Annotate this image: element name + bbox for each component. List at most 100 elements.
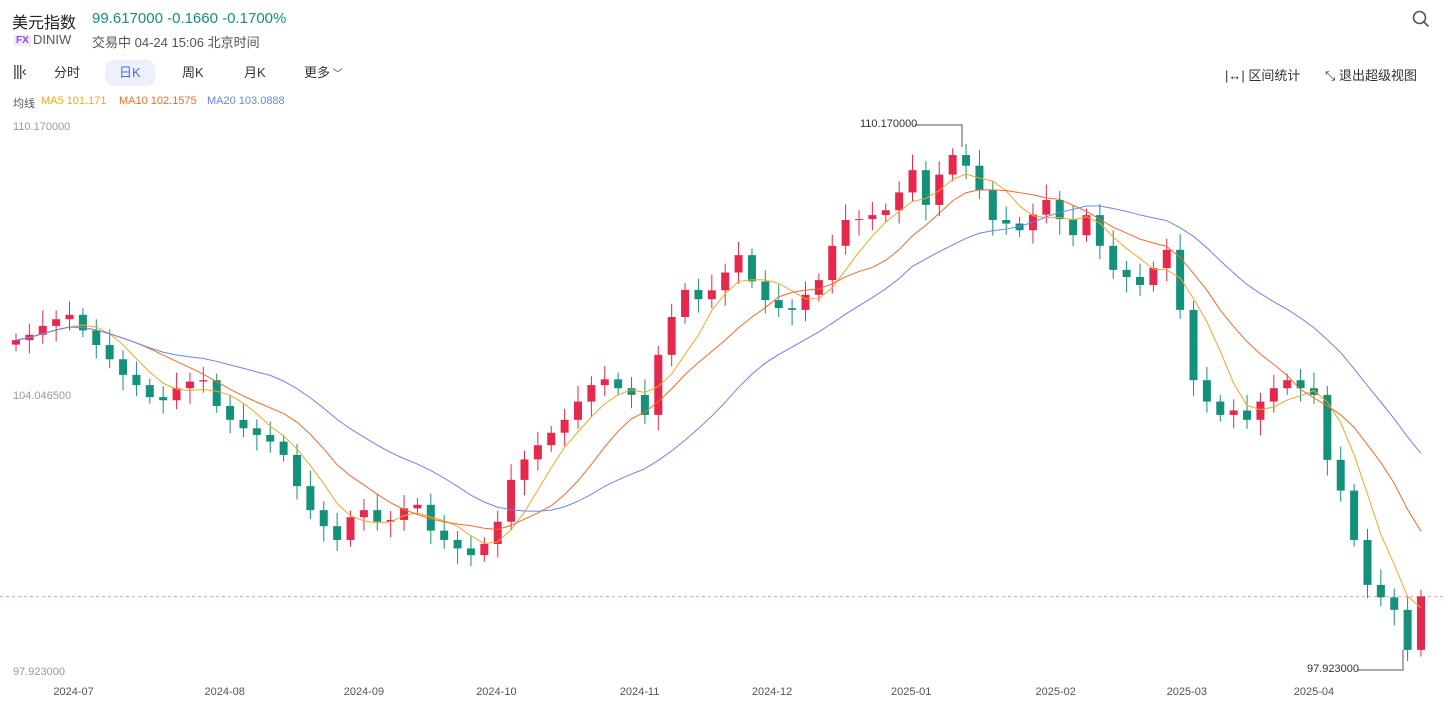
candle-body xyxy=(293,454,301,487)
change-pct: -0.1700% xyxy=(222,10,287,27)
exit-view-label: 退出超级视图 xyxy=(1339,68,1418,83)
candle-body xyxy=(1403,609,1412,650)
candle-body xyxy=(400,508,409,520)
candle-body xyxy=(440,530,449,540)
candle-body xyxy=(507,479,516,522)
candle-body xyxy=(1256,401,1265,420)
candle-body xyxy=(988,190,997,221)
candle-body xyxy=(266,434,275,442)
candle-body xyxy=(868,215,877,220)
candle-body xyxy=(1109,245,1118,270)
candle-body xyxy=(921,170,930,205)
price: 99.617000 xyxy=(92,10,163,27)
market-badge: FX xyxy=(14,35,31,46)
tab-daily[interactable]: 日K xyxy=(105,60,155,86)
x-tick-label: 2024-09 xyxy=(343,686,385,698)
candle-body xyxy=(92,330,101,346)
candle-body xyxy=(1350,490,1359,540)
candle-body xyxy=(1309,388,1318,395)
candle-body xyxy=(694,289,703,300)
candle-body xyxy=(520,459,529,480)
ma-label: 均线 xyxy=(13,98,35,110)
candle-body xyxy=(1069,219,1078,236)
candle-body xyxy=(1055,199,1064,220)
candle-body xyxy=(239,419,248,429)
candle-body xyxy=(721,272,730,291)
candle-body xyxy=(172,388,181,401)
change: -0.1660 xyxy=(167,10,218,27)
candle-body xyxy=(480,543,489,556)
ma5-line xyxy=(15,173,1422,609)
candle-body xyxy=(1390,597,1399,610)
candle-body xyxy=(1336,459,1345,491)
candle-body xyxy=(747,255,756,282)
candle-body xyxy=(38,325,47,335)
candle-body xyxy=(547,432,556,446)
candle-body xyxy=(145,385,154,398)
search-icon[interactable] xyxy=(1412,10,1430,28)
candle-body xyxy=(78,314,87,331)
tab-more[interactable]: 更多 ﹀ xyxy=(290,60,357,86)
candle-body xyxy=(614,379,623,389)
tab-more-label: 更多 xyxy=(304,65,331,80)
candle-body xyxy=(908,170,917,193)
candle-body xyxy=(1149,268,1158,285)
candle-body xyxy=(667,317,676,355)
candle-body xyxy=(65,314,74,320)
candle-body xyxy=(252,428,261,435)
candle-body xyxy=(1162,249,1171,269)
candle-body xyxy=(386,519,395,522)
exit-super-view-button[interactable]: ⤡ 退出超级视图 xyxy=(1325,65,1417,84)
candle-body xyxy=(1363,539,1372,585)
candle-body xyxy=(279,441,288,455)
candle-body xyxy=(466,548,475,556)
x-tick-label: 2024-08 xyxy=(204,686,245,698)
candle-body xyxy=(814,280,823,295)
candle-body xyxy=(306,486,315,511)
candle-body xyxy=(1122,269,1131,277)
max-marker-line xyxy=(915,124,963,147)
candle-body xyxy=(1376,584,1385,598)
candle-body xyxy=(1002,220,1011,224)
collapse-sidebar-icon[interactable]: |||‹ xyxy=(13,63,27,80)
candle-body xyxy=(881,210,890,216)
candle-body xyxy=(654,354,663,415)
min-price-label: 97.923000 xyxy=(1307,663,1359,675)
candle-body xyxy=(1283,380,1292,389)
candle-body xyxy=(346,517,355,540)
x-tick-label: 2025-04 xyxy=(1293,686,1335,698)
candle-body xyxy=(774,300,783,309)
candle-body xyxy=(627,388,636,395)
y-tick-label: 110.170000 xyxy=(13,121,71,133)
ma20-line xyxy=(15,205,1422,512)
candle-body xyxy=(1296,380,1305,389)
candle-body xyxy=(359,510,368,518)
candle-body xyxy=(185,381,194,389)
candle-body xyxy=(212,380,221,407)
candle-body xyxy=(105,345,114,360)
candle-body xyxy=(1082,215,1091,236)
candle-body xyxy=(962,155,971,166)
candle-body xyxy=(12,340,20,345)
candle-body xyxy=(935,174,944,205)
min-marker-line xyxy=(1357,650,1404,671)
candle-body xyxy=(52,319,61,326)
tab-monthly[interactable]: 月K xyxy=(244,65,266,80)
candle-body xyxy=(1202,380,1211,402)
candle-body xyxy=(1189,309,1198,381)
candle-body xyxy=(828,245,837,281)
tab-weekly[interactable]: 周K xyxy=(182,65,204,80)
tab-intraday[interactable]: 分时 xyxy=(54,65,81,80)
y-tick-label: 104.046500 xyxy=(13,390,72,402)
candle-body xyxy=(333,526,342,540)
x-tick-label: 2024-07 xyxy=(53,686,94,698)
candle-body xyxy=(1323,394,1332,460)
candle-body xyxy=(707,290,716,300)
candle-body xyxy=(1243,410,1252,420)
candle-body xyxy=(574,401,582,420)
candle-body xyxy=(841,220,850,246)
range-stats-button[interactable]: |↔| 区间统计 xyxy=(1225,65,1300,84)
candle-body xyxy=(734,255,743,273)
candle-body xyxy=(761,281,770,301)
